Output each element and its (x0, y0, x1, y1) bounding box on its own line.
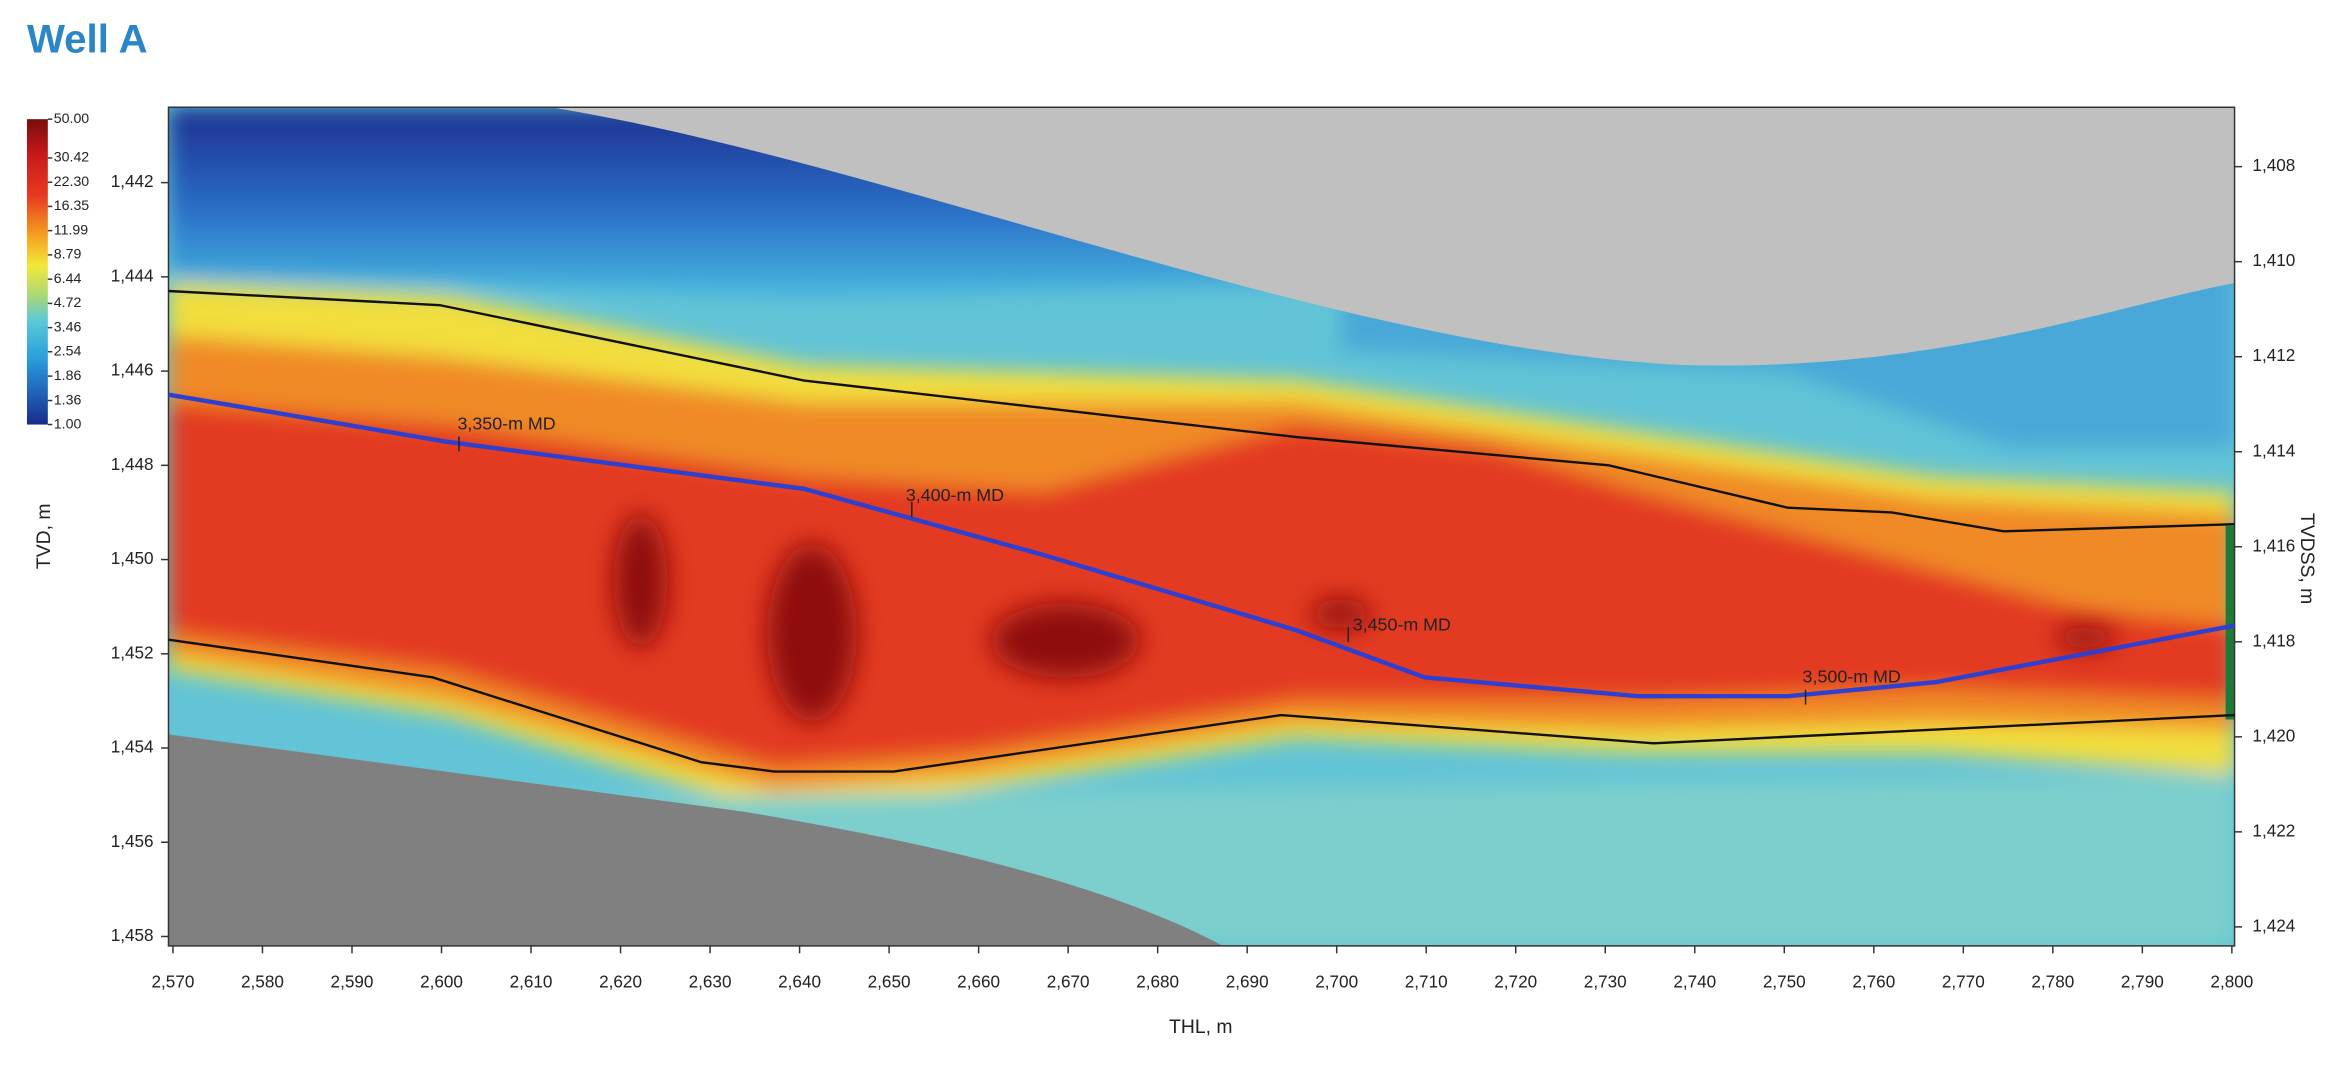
colorbar-tick-label: 1.86 (54, 367, 82, 383)
x-tick-label: 2,640 (778, 972, 821, 992)
plot-frame (167, 106, 2236, 947)
x-tick-label: 2,720 (1494, 972, 1537, 992)
y2-tick-label: 1,418 (2252, 630, 2295, 650)
y2-tick-label: 1,422 (2252, 820, 2295, 840)
y2-tick-label: 1,412 (2252, 345, 2295, 365)
colorbar-tick-label: 50.00 (54, 110, 90, 126)
colorbar-tick-label: 22.30 (54, 173, 90, 189)
x-tick-label: 2,730 (1584, 972, 1627, 992)
md-annotation: 3,450-m MD (1353, 614, 1451, 634)
x-tick-label: 2,610 (510, 972, 553, 992)
colorbar-tick-label: 16.35 (54, 197, 90, 213)
colorbar-tick-label: 4.72 (54, 294, 82, 310)
colorbar-tick-label: 11.99 (54, 221, 88, 237)
y2-tick-label: 1,416 (2252, 535, 2295, 555)
x-tick-label: 2,680 (1136, 972, 1179, 992)
x-tick-label: 2,600 (420, 972, 463, 992)
x-tick-label: 2,590 (331, 972, 374, 992)
x-tick-label: 2,770 (1942, 972, 1985, 992)
x-tick-label: 2,570 (152, 972, 195, 992)
x-tick-label: 2,760 (1852, 972, 1895, 992)
y2-tick-label: 1,420 (2252, 725, 2295, 745)
y-tick-label: 1,454 (111, 737, 154, 757)
x-tick-label: 2,710 (1405, 972, 1448, 992)
boundary-line (168, 638, 2235, 773)
colorbar-tick-label: 8.79 (54, 246, 82, 262)
x-tick-label: 2,800 (2210, 972, 2253, 992)
x-tick-label: 2,650 (868, 972, 911, 992)
y2-tick-label: 1,408 (2252, 155, 2295, 175)
y-axis-label: TVD, m (33, 503, 55, 569)
colorbar-tick-label: 3.46 (54, 318, 82, 334)
y-tick-label: 1,452 (111, 642, 154, 662)
colorbar-tick-label: 6.44 (54, 270, 82, 286)
y-tick-label: 1,446 (111, 360, 154, 380)
well-path (168, 392, 2235, 699)
x-tick-label: 2,670 (1047, 972, 1090, 992)
x-tick-label: 2,750 (1763, 972, 1806, 992)
x-axis-label: THL, m (1169, 1016, 1232, 1038)
colorbar (26, 119, 48, 425)
x-tick-label: 2,630 (689, 972, 732, 992)
colorbar-tick-label: 1.36 (54, 391, 82, 407)
y-tick-label: 1,442 (111, 171, 154, 191)
chart-title: Well A (27, 16, 148, 61)
x-tick-label: 2,740 (1673, 972, 1716, 992)
md-annotation: 3,400-m MD (906, 485, 1004, 505)
x-tick-label: 2,580 (241, 972, 284, 992)
x-tick-label: 2,690 (1226, 972, 1269, 992)
resistivity-field (168, 107, 2235, 946)
y-tick-label: 1,444 (111, 265, 154, 285)
colorbar-tick-label: 1.00 (54, 415, 82, 431)
y-tick-label: 1,450 (111, 548, 154, 568)
y2-tick-label: 1,414 (2252, 440, 2295, 460)
md-annotation: 3,350-m MD (457, 413, 555, 433)
x-tick-label: 2,660 (957, 972, 1000, 992)
x-tick-label: 2,700 (1315, 972, 1358, 992)
x-tick-label: 2,790 (2121, 972, 2164, 992)
boundary-line (168, 289, 2235, 533)
x-tick-label: 2,620 (599, 972, 642, 992)
y2-tick-label: 1,410 (2252, 250, 2295, 270)
colorbar-tick-label: 30.42 (54, 149, 90, 165)
y2-axis-label: TVDSS, m (2296, 513, 2318, 604)
x-tick-label: 2,780 (2031, 972, 2074, 992)
y2-tick-label: 1,424 (2252, 915, 2295, 935)
y-tick-label: 1,456 (111, 831, 154, 851)
y-tick-label: 1,448 (111, 454, 154, 474)
y-tick-label: 1,458 (111, 925, 154, 945)
colorbar-tick-label: 2.54 (54, 343, 82, 359)
md-annotation: 3,500-m MD (1803, 666, 1901, 686)
